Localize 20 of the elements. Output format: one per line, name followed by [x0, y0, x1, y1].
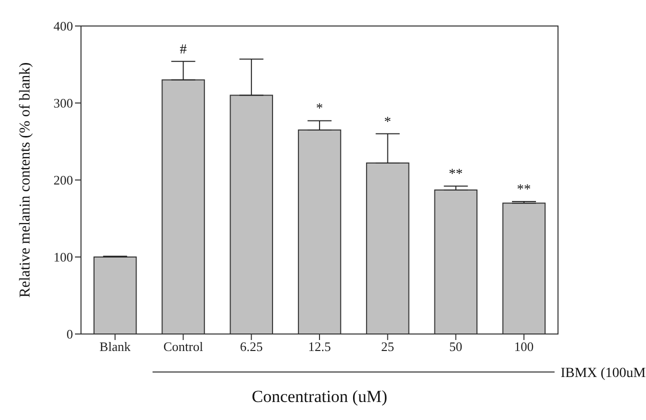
x-tick-label: 50: [449, 339, 462, 354]
x-axis-title: Concentration (uM): [252, 387, 388, 406]
text: IBMX (100uM: [560, 366, 646, 381]
x-tick-label: 6.25: [240, 339, 263, 354]
y-tick-label: 400: [54, 18, 73, 34]
annotation: *: [316, 102, 323, 117]
x-tick-label: Blank: [100, 339, 132, 354]
x-tick-label: 12.5: [308, 339, 331, 354]
y-tick-label: 200: [54, 172, 73, 188]
annotation: **: [448, 167, 463, 182]
annotation: **: [516, 182, 531, 198]
annotation: #: [180, 42, 187, 58]
x-tick-label: Control: [163, 339, 204, 354]
y-tick-label: 300: [54, 96, 73, 111]
annotation: *: [384, 114, 392, 130]
y-tick-label: 0: [66, 326, 73, 342]
x-tick-label: 100: [514, 339, 534, 354]
y-axis-title: Relative melanin contents (% of blank): [17, 62, 34, 298]
y-tick-label: 100: [54, 250, 73, 265]
x-tick-label: 25: [381, 339, 394, 354]
